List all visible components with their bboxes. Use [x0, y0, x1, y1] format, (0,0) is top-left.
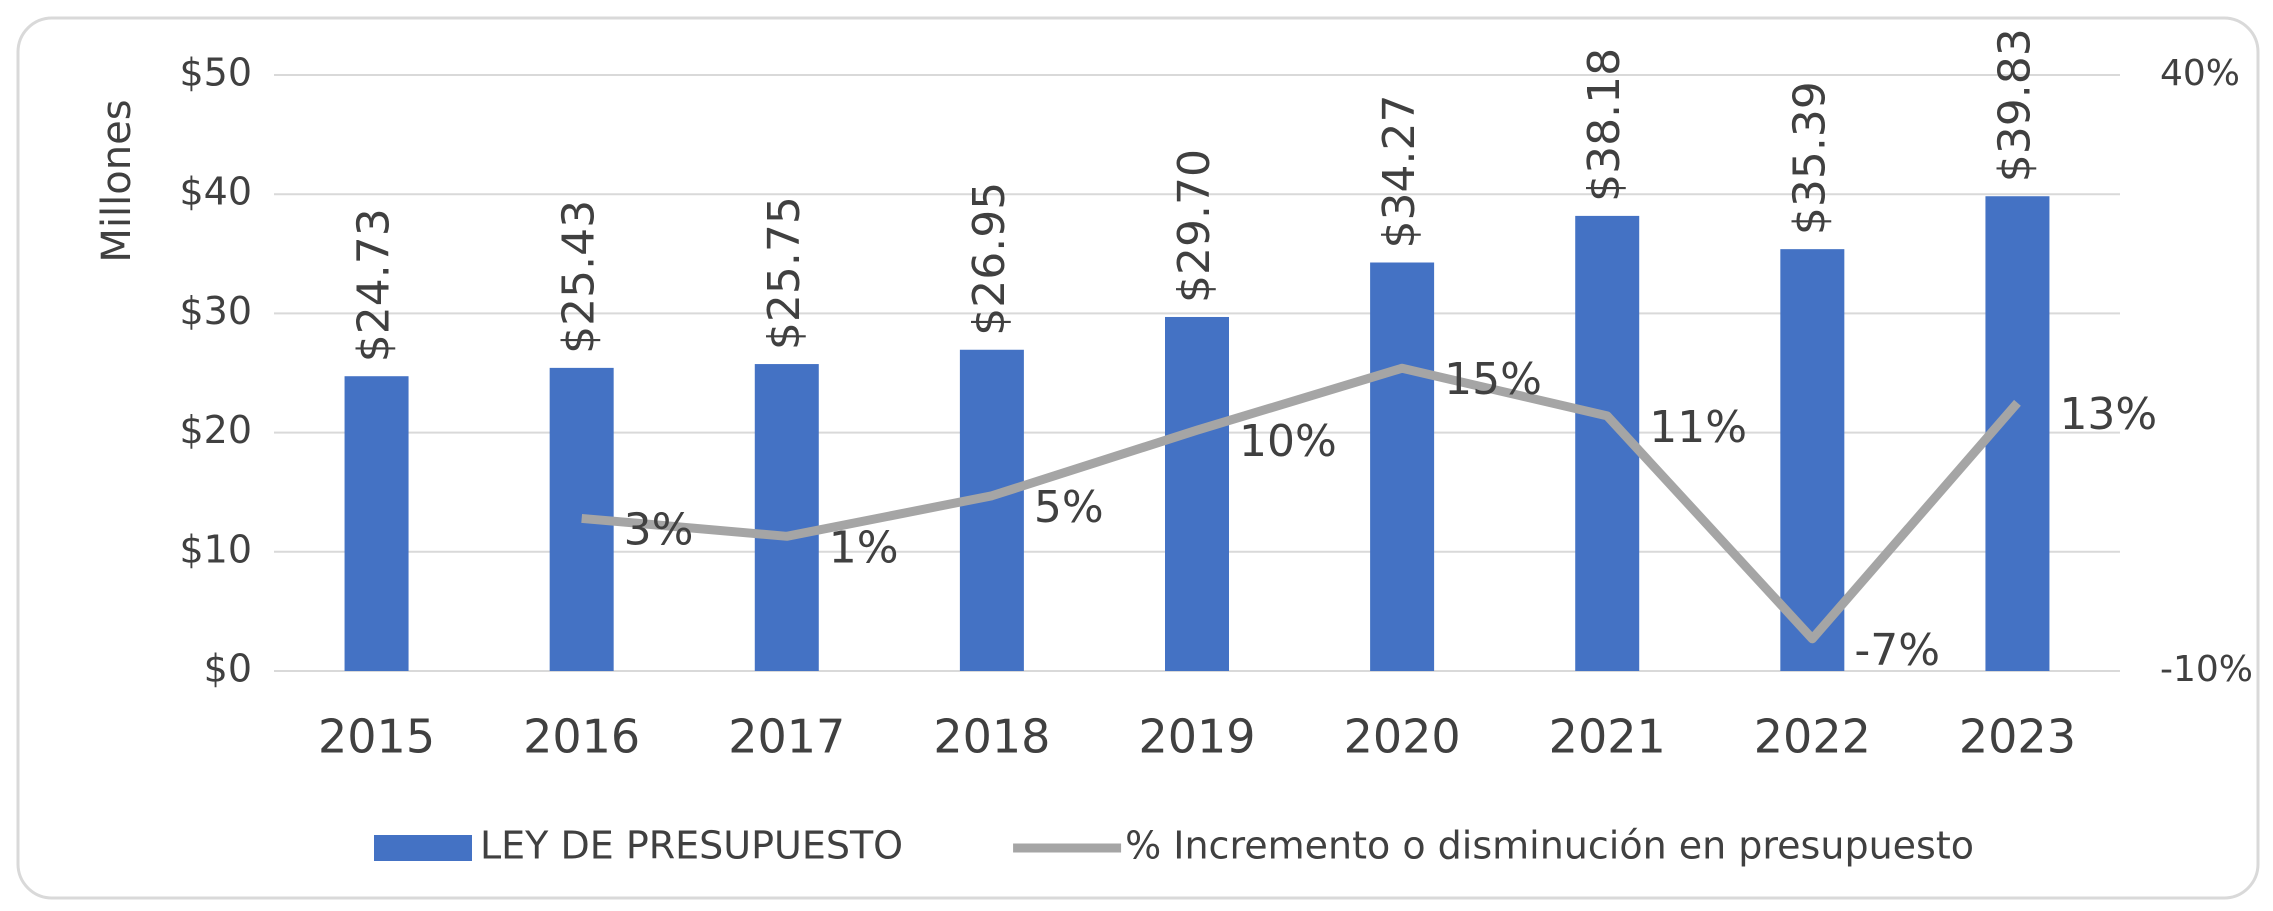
chart-frame	[16, 16, 2260, 900]
line	[581, 363, 2021, 644]
x-tick-label: 2022	[1754, 710, 1871, 764]
y-tick-label: $20	[179, 408, 252, 452]
legend-swatch	[374, 835, 472, 861]
x-tick-label: 2015	[318, 710, 435, 764]
bar-value-label: $39.83	[1989, 28, 2040, 182]
y-tick-label: $50	[179, 51, 252, 95]
line-value-label: 5%	[1034, 482, 1104, 533]
x-tick-label: 2016	[523, 710, 640, 764]
legend-label: LEY DE PRESUPUESTO	[480, 824, 903, 868]
bar-value-label: $24.73	[349, 208, 400, 362]
bar-value-label: $25.75	[759, 196, 810, 350]
bar-value-label: $29.70	[1169, 149, 1220, 303]
bar-value-label: $38.18	[1579, 48, 1630, 202]
x-tick-label: 2023	[1959, 710, 2076, 764]
y2-tick-label: 40%	[2160, 53, 2240, 94]
x-tick-label: 2019	[1138, 710, 1255, 764]
bar-value-label: $26.95	[964, 182, 1015, 336]
x-tick-label: 2017	[728, 710, 845, 764]
line-value-label: 1%	[829, 522, 899, 573]
line-value-label: 15%	[1444, 354, 1542, 405]
line-value-label: 11%	[1649, 402, 1747, 453]
bar-value-label: $35.39	[1784, 81, 1835, 235]
bar	[1165, 316, 1229, 671]
x-tick-label: 2018	[933, 710, 1050, 764]
bar-value-label: $25.43	[554, 200, 605, 354]
y-tick-label: $30	[179, 289, 252, 333]
bar	[754, 364, 819, 671]
line-value-label: 10%	[1239, 416, 1337, 467]
line-value-label: -7%	[1854, 625, 1940, 676]
bar	[344, 376, 409, 671]
bar	[1370, 262, 1435, 671]
y-axis-title: Millones	[94, 99, 140, 262]
bar	[1780, 249, 1845, 672]
x-tick-label: 2020	[1344, 710, 1461, 764]
x-tick-label: 2021	[1549, 710, 1666, 764]
legend-label: % Incremento o disminución en presupuest…	[1125, 824, 1974, 868]
y-tick-label: $10	[179, 527, 252, 571]
bar-value-label: $34.27	[1374, 95, 1425, 249]
y-tick-label: $40	[179, 170, 252, 214]
y2-tick-label: -10%	[2160, 649, 2253, 690]
bar	[959, 349, 1024, 671]
line-value-label: 3%	[624, 504, 694, 555]
line-value-label: 13%	[2059, 389, 2157, 440]
y-tick-label: $0	[204, 647, 252, 691]
